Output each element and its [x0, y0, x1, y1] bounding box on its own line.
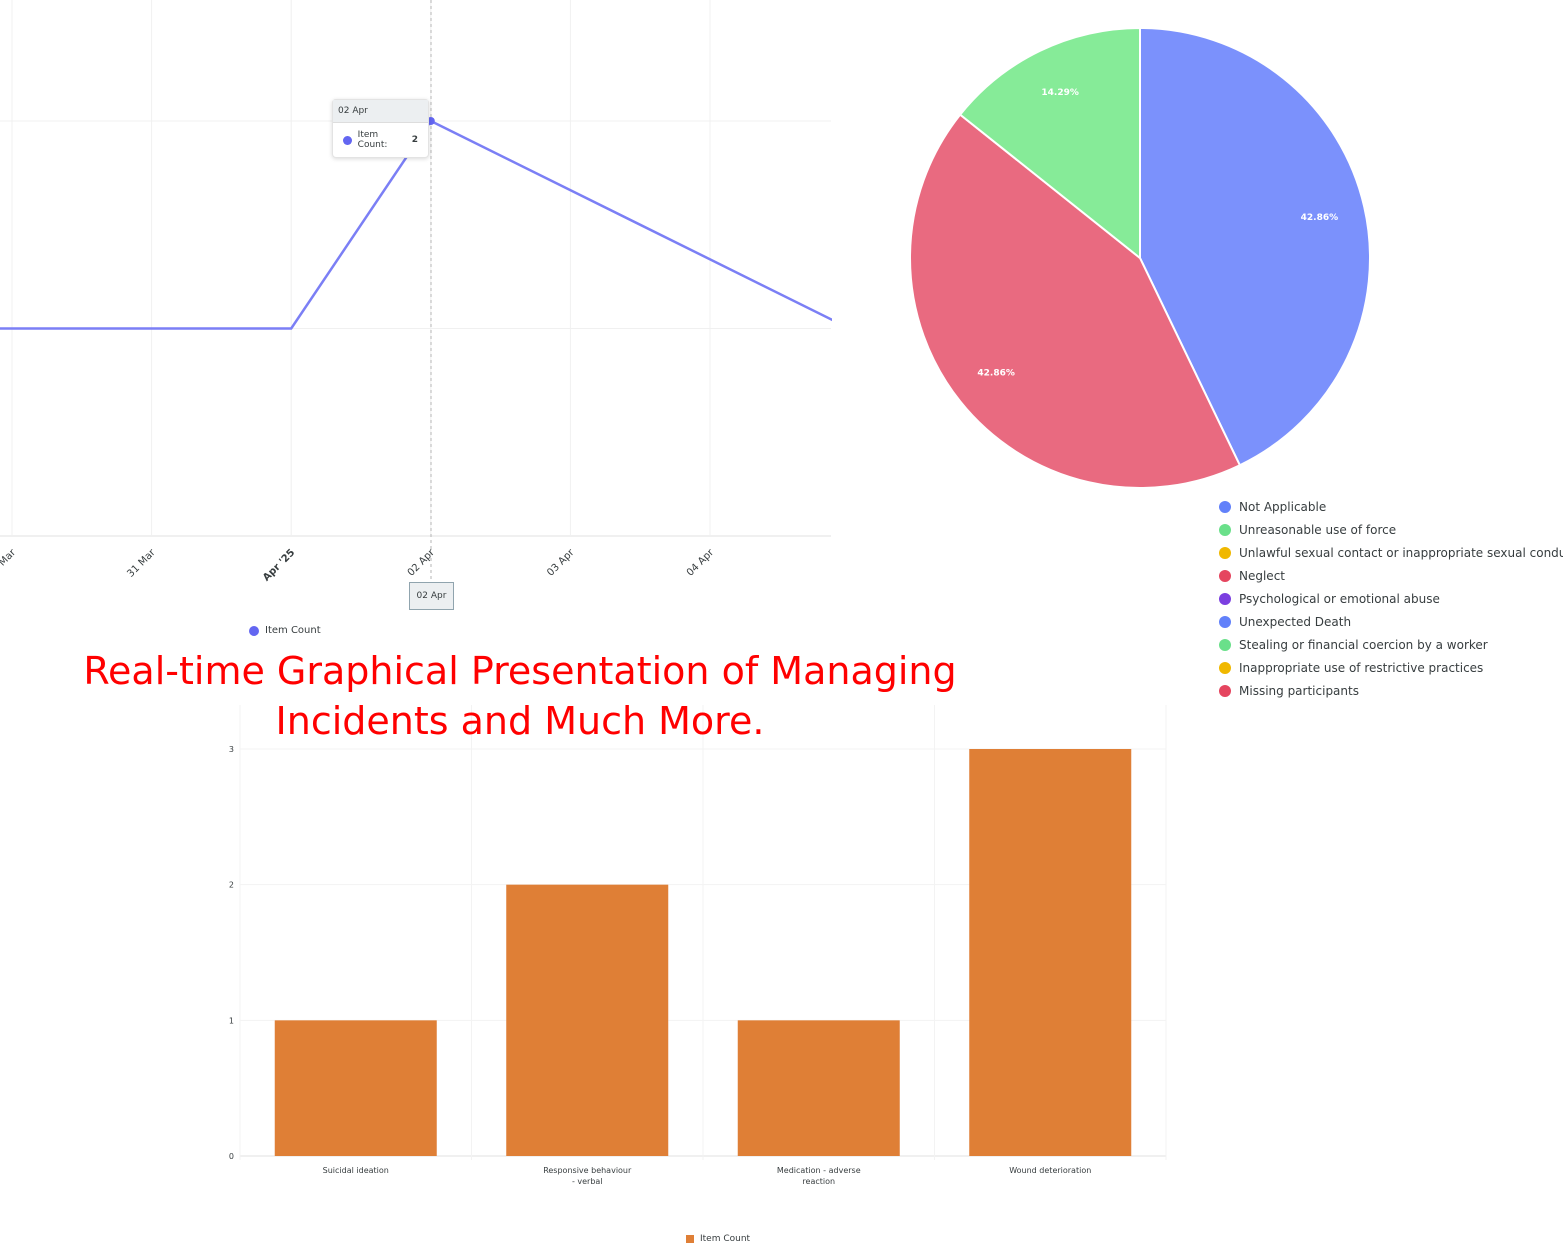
promo-overlay-text: Real-time Graphical Presentation of Mana… — [60, 646, 980, 746]
legend-label: Unexpected Death — [1239, 614, 1352, 629]
legend-label: Item Count — [700, 1233, 751, 1244]
legend-dot — [1219, 615, 1231, 628]
legend-item-item-count[interactable]: Item Count — [249, 619, 321, 642]
x-tick-label: 02 Apr — [406, 547, 438, 579]
tooltip-series-dot — [343, 135, 352, 145]
legend-label: Item Count — [265, 625, 321, 636]
y-tick-label: 0 — [229, 1152, 234, 1161]
legend-label: Missing participants — [1239, 683, 1359, 698]
tooltip-row: Item Count: 2 — [333, 123, 428, 157]
legend-dot — [1219, 684, 1231, 697]
y-tick-label: 1 — [229, 1016, 234, 1025]
legend-dot — [1219, 638, 1231, 651]
legend-item[interactable]: Stealing or financial coercion by a work… — [1219, 633, 1563, 656]
y-tick-label: 2 — [229, 881, 234, 890]
pie-data-label: 42.86% — [977, 369, 1015, 379]
legend-label: Psychological or emotional abuse — [1239, 591, 1440, 606]
legend-item[interactable]: Unexpected Death — [1219, 610, 1563, 633]
bar — [737, 1020, 900, 1156]
legend-dot — [1219, 500, 1231, 513]
legend-item-item-count[interactable]: Item Count — [686, 1227, 750, 1250]
bar — [274, 1020, 437, 1156]
pie-slice — [958, 26, 1141, 261]
legend-item[interactable]: Unlawful sexual contact or inappropriate… — [1219, 541, 1563, 564]
x-tick-label: Responsive behaviour — [543, 1166, 632, 1175]
legend-item[interactable]: Not Applicable — [1219, 495, 1563, 518]
overlay-line-1: Real-time Graphical Presentation of Mana… — [83, 649, 957, 693]
tooltip-title: 02 Apr — [333, 100, 428, 123]
x-tick-label: 31 Mar — [125, 547, 158, 580]
legend-label: Inappropriate use of restrictive practic… — [1239, 660, 1484, 675]
legend-item[interactable]: Unreasonable use of force — [1219, 518, 1563, 541]
legend-dot — [1219, 523, 1231, 536]
tooltip-label: Item Count: — [357, 130, 388, 150]
series-line — [12, 119, 840, 330]
overlay-line-2: Incidents and Much More. — [275, 699, 765, 743]
legend-label: Unreasonable use of force — [1239, 522, 1397, 537]
legend-item[interactable]: Psychological or emotional abuse — [1219, 587, 1563, 610]
legend-item[interactable]: Missing participants — [1219, 679, 1563, 702]
line-chart: 30 Mar 31 Mar Apr '25 02 Apr 03 Apr 04 Apr — [0, 0, 840, 584]
pie-data-label: 42.86% — [1301, 213, 1339, 223]
x-tick-label: Medication - adverse — [777, 1166, 861, 1175]
legend-label: Neglect — [1239, 568, 1285, 583]
legend-dot — [1219, 569, 1231, 582]
legend-label: Stealing or financial coercion by a work… — [1239, 637, 1488, 652]
legend-item[interactable]: Neglect — [1219, 564, 1563, 587]
legend-dot — [1219, 546, 1231, 559]
y-tick-label: 3 — [229, 745, 234, 754]
plot-clip — [832, 0, 840, 540]
legend-label: Not Applicable — [1239, 499, 1327, 514]
legend-dot — [1219, 592, 1231, 605]
tooltip-value: 2 — [411, 135, 418, 145]
pie-data-label: 14.29% — [1041, 88, 1079, 98]
x-tick-label: - verbal — [572, 1177, 603, 1186]
x-tick-label: 03 Apr — [545, 547, 577, 579]
legend-dot — [1219, 661, 1231, 674]
pie-slice — [1139, 26, 1371, 467]
bar-legend: Item Count — [686, 1227, 750, 1250]
legend-square — [686, 1234, 694, 1243]
bar — [506, 884, 669, 1156]
x-tick-label: Wound deterioration — [1009, 1166, 1091, 1175]
pie-slice — [909, 113, 1242, 489]
x-tick-label: Suicidal ideation — [323, 1166, 389, 1175]
legend-item[interactable]: Inappropriate use of restrictive practic… — [1219, 656, 1563, 679]
line-tooltip: 02 Apr Item Count: 2 — [332, 99, 429, 158]
legend-label: Unlawful sexual contact or inappropriate… — [1239, 545, 1563, 560]
pie-legend: Not Applicable Unreasonable use of force U… — [1219, 495, 1563, 702]
x-tick-label: 04 Apr — [685, 547, 717, 579]
bar — [969, 749, 1132, 1156]
x-tick-label: 30 Mar — [0, 547, 19, 580]
line-legend: Item Count — [249, 619, 321, 642]
x-tick-label: Apr '25 — [261, 547, 297, 583]
crosshair-x-label: 02 Apr — [409, 582, 454, 610]
x-tick-label: reaction — [802, 1177, 835, 1186]
legend-dot — [249, 625, 259, 636]
